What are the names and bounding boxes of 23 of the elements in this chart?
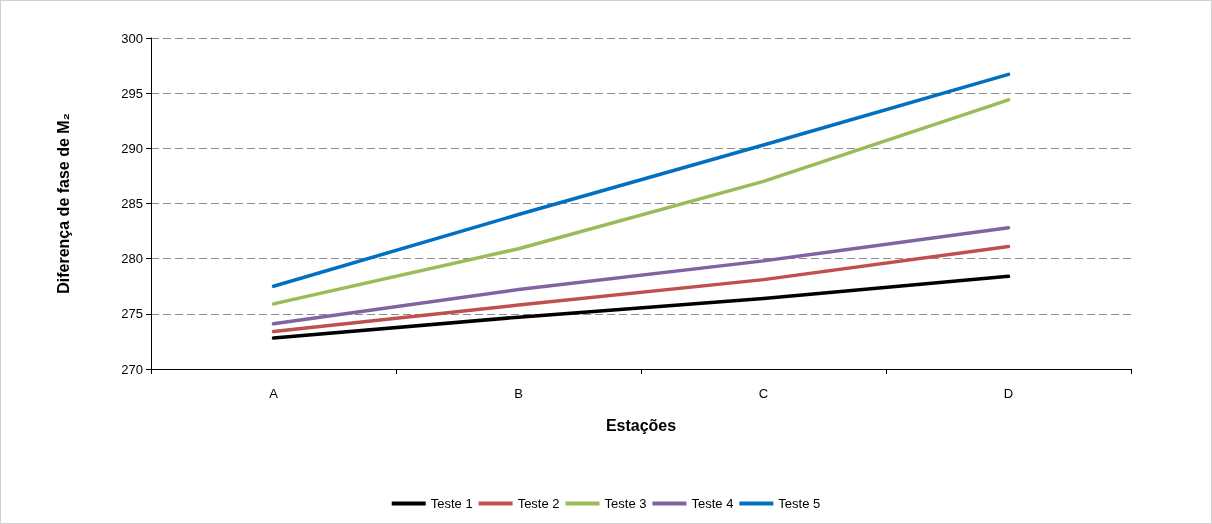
legend-label: Teste 5: [778, 496, 821, 511]
x-axis-title: Estações: [605, 416, 677, 434]
x-tick-label: B: [514, 386, 523, 401]
y-tick-label: 280: [121, 251, 143, 267]
line-series: [271, 244, 1011, 334]
legend-label: Teste 4: [691, 496, 734, 511]
line-series: [271, 98, 1011, 306]
line-series: [271, 274, 1011, 340]
x-tick-label: C: [758, 386, 769, 401]
x-tick-label: A: [269, 386, 279, 401]
line-series: [271, 226, 1011, 326]
y-tick-label: 270: [121, 361, 143, 377]
y-tick-label: 285: [121, 196, 143, 211]
x-tick-label: D: [1003, 386, 1014, 401]
y-tick-label: 300: [121, 30, 143, 46]
y-tick-label: 275: [121, 306, 143, 322]
y-tick-label: 295: [121, 85, 143, 101]
legend-label: Teste 2: [517, 496, 560, 511]
legend-label: Teste 1: [430, 496, 473, 511]
y-tick-label: 290: [121, 140, 143, 156]
line-series: [271, 72, 1011, 288]
y-axis-title: Diferença de fase de M₂: [54, 113, 72, 294]
legend-label: Teste 3: [604, 496, 647, 511]
